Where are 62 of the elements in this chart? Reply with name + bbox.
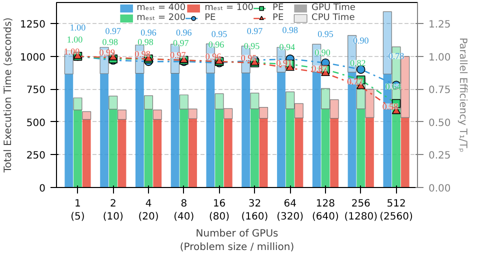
y2-tick-label: 1.25 (428, 19, 451, 30)
legend-label: PE (204, 13, 217, 23)
data-label: 0.82 (350, 58, 366, 68)
y-tick-label: 1250 (20, 19, 46, 30)
x-tick-label: 8 (40) (174, 198, 194, 223)
y2-tick-label: 1.00 (428, 52, 451, 64)
data-label: 0.95 (318, 28, 334, 39)
data-label: 0.94 (279, 42, 296, 52)
x-axis-title: Number of GPUs (Problem size / million) (180, 228, 294, 253)
x-tick-label: 64 (320) (276, 198, 304, 223)
data-label: 0.95 (211, 28, 228, 39)
data-label: 0.96 (205, 52, 222, 62)
y-tick-label: 0 (39, 184, 46, 194)
data-label: 0.98 (134, 48, 151, 59)
legend-label: GPU Time (312, 3, 356, 13)
y2-tick-label: 0.00 (428, 184, 451, 194)
legend-label: mₑₛₜ = 200 (136, 13, 186, 23)
legend-label: PE (272, 3, 285, 13)
data-label: 0.77 (347, 76, 364, 86)
x-tick-label: 16 (80) (209, 198, 230, 223)
y2-tick-label: 0.25 (428, 150, 451, 162)
x-tick-label: 4 (20) (138, 198, 159, 223)
data-label: 0.97 (105, 26, 122, 36)
data-label: 0.91 (276, 58, 292, 68)
data-label: 1.00 (64, 46, 80, 56)
y-tick-label: 1000 (20, 52, 46, 64)
legend-label: CPU Time (312, 13, 355, 23)
data-label: 0.90 (314, 47, 331, 58)
data-label: 0.58 (382, 101, 399, 112)
y-tick-label: 750 (26, 85, 46, 96)
data-label: 0.95 (244, 40, 260, 51)
data-label: 0.90 (353, 35, 370, 46)
data-label: 1.00 (70, 22, 86, 32)
x-tick-label: 32 (160) (241, 198, 268, 223)
data-label: 0.87 (312, 63, 328, 74)
x-tick-label: 2 (10) (102, 198, 124, 223)
y-tick-label: 500 (26, 118, 46, 129)
legend-label: mₑₛₜ = 400 (136, 3, 186, 13)
y2-tick-label: 0.75 (428, 85, 451, 96)
y2-tick-label: 0.50 (428, 118, 451, 129)
x-tick-label: 512 (2560) (380, 198, 413, 223)
y-axis-title: Total Execution Time (seconds) (3, 17, 14, 174)
data-label: 0.99 (99, 48, 116, 58)
data-label: 0.78 (388, 51, 405, 62)
x-tick-label: 256 (1280) (344, 198, 378, 223)
legend-label: PE (272, 13, 285, 23)
data-label: 0.98 (102, 36, 118, 47)
data-label: 1.00 (66, 34, 84, 44)
data-label: 0.97 (170, 50, 186, 60)
data-label: 0.98 (138, 36, 154, 47)
data-label: 0.96 (140, 28, 157, 38)
data-label: 0.96 (176, 28, 192, 38)
data-label: 0.97 (173, 38, 190, 48)
data-label: 0.96 (208, 40, 225, 50)
data-label: 0.98 (282, 24, 298, 35)
x-tick-label: 128 (640) (312, 198, 340, 223)
y-tick-label: 250 (26, 150, 46, 162)
data-label: 0.95 (240, 52, 258, 63)
legend-label: mₑₛₜ = 100 (204, 3, 254, 13)
data-label: 0.97 (246, 26, 264, 36)
y2-axis-title: Parallel Efficiency T₁/Tₚ (456, 38, 468, 152)
x-tick-label: 1 (5) (70, 198, 85, 223)
